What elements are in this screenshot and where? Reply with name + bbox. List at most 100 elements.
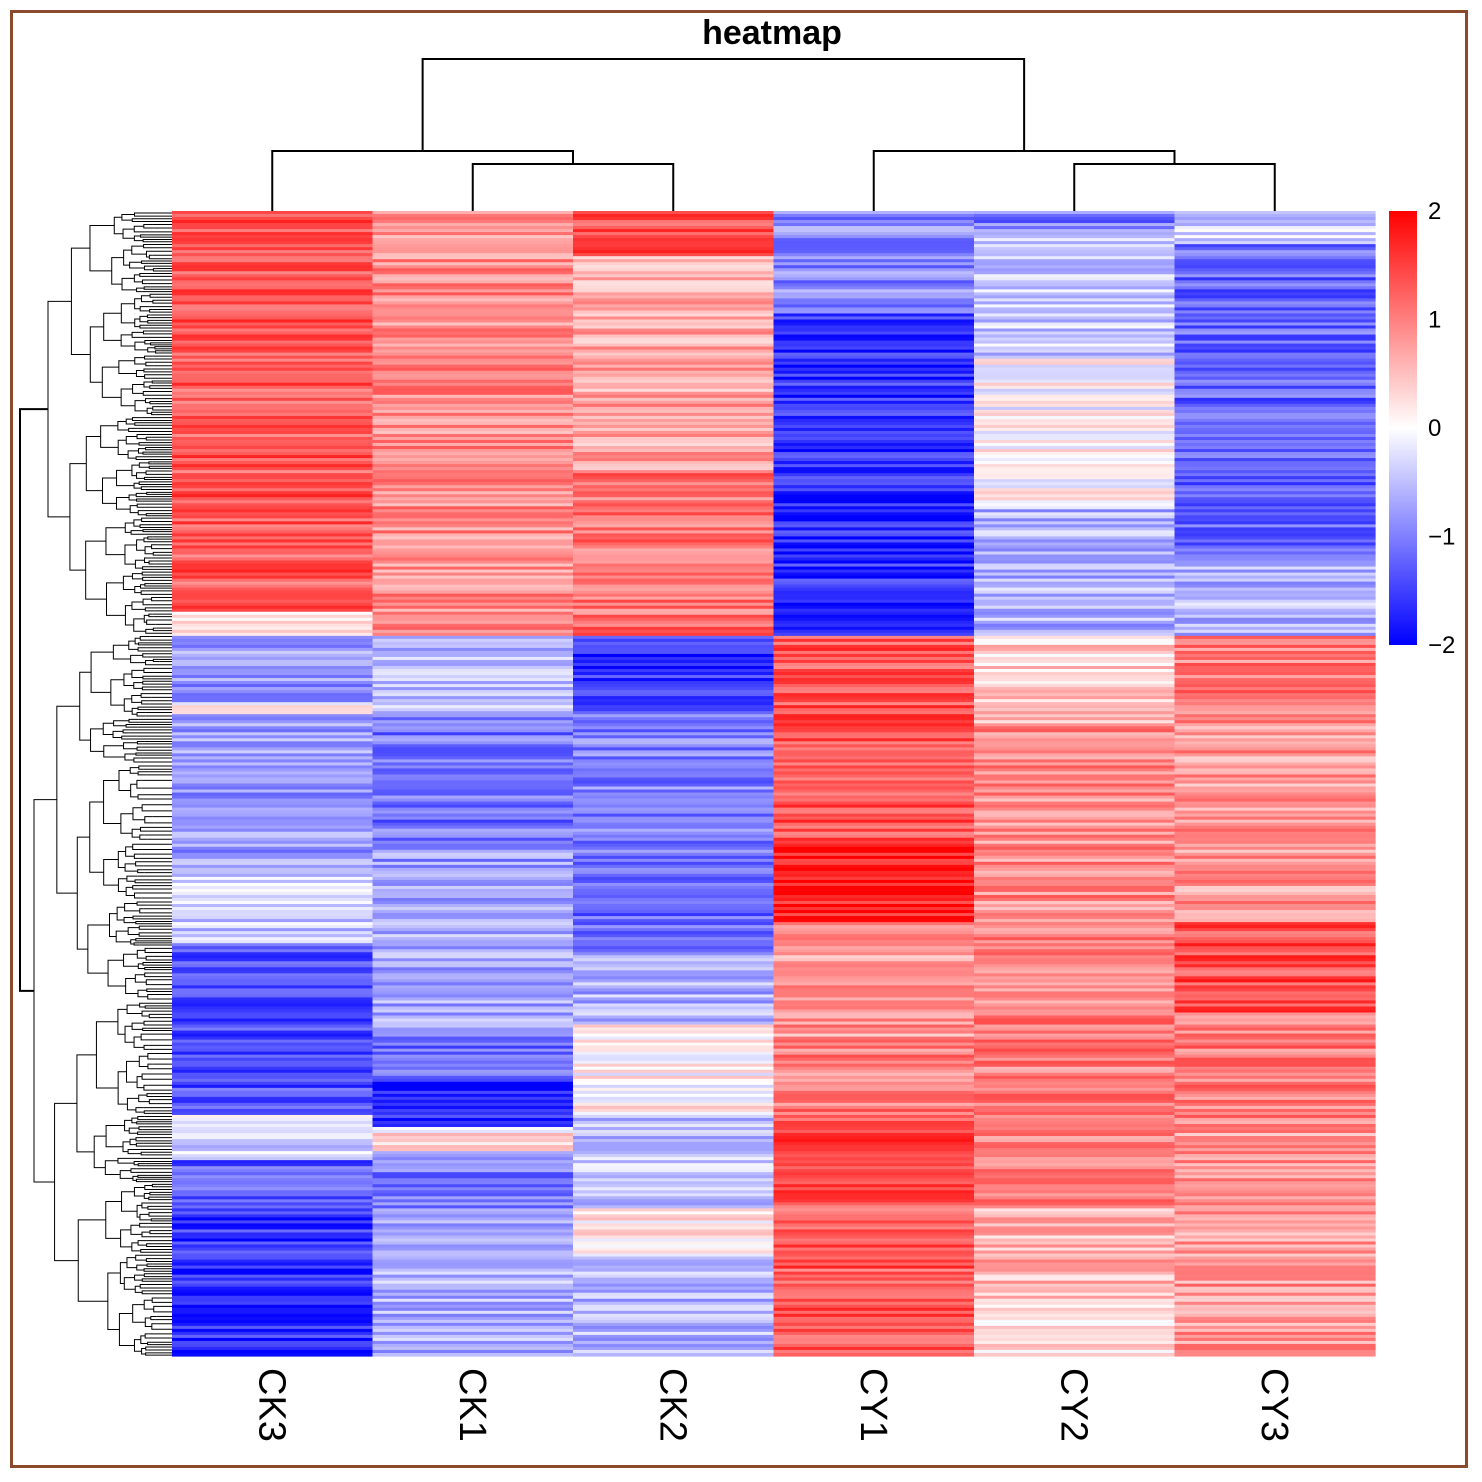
heatmap-cell (974, 1157, 1176, 1161)
heatmap-cell (573, 946, 775, 950)
heatmap-cell (974, 1087, 1176, 1092)
heatmap-cell (172, 367, 374, 372)
heatmap-cell (372, 524, 574, 528)
heatmap-cell (573, 479, 775, 483)
heatmap-cell (773, 343, 975, 348)
heatmap-cell (372, 623, 574, 628)
heatmap-cell (1174, 376, 1376, 381)
row-dendrogram-branch (141, 1347, 146, 1355)
row-dendrogram-branch (118, 1312, 135, 1346)
heatmap-cell (974, 256, 1176, 260)
heatmap-cell (974, 1111, 1176, 1116)
heatmap-cell (573, 1154, 775, 1158)
heatmap-cell (1174, 843, 1376, 848)
heatmap-cell (773, 816, 975, 821)
heatmap-cell (172, 723, 374, 727)
heatmap-cell (573, 1310, 775, 1315)
heatmap-cell (172, 319, 374, 324)
heatmap-cell (372, 361, 574, 366)
heatmap-cell (974, 485, 1176, 489)
heatmap-cell (573, 1286, 775, 1291)
heatmap-cell (773, 1337, 975, 1342)
heatmap-cell (974, 557, 1176, 562)
heatmap-cell (773, 653, 975, 658)
heatmap-cell (974, 840, 1176, 845)
heatmap-cell (172, 421, 374, 426)
heatmap-cell (974, 894, 1176, 899)
column-dendrogram (271, 58, 1276, 211)
heatmap-cell (172, 922, 374, 926)
heatmap-cell (172, 1133, 374, 1137)
heatmap-cell (1174, 1337, 1376, 1342)
row-dendrogram-branch (102, 477, 117, 504)
heatmap-cell (773, 1340, 975, 1345)
heatmap-cell (372, 910, 574, 914)
heatmap-cell (172, 1199, 374, 1203)
heatmap-cell (974, 421, 1176, 426)
heatmap-cell (773, 672, 975, 676)
heatmap-cell (573, 765, 775, 770)
heatmap-cell (372, 581, 574, 586)
row-dendrogram-branch (133, 757, 141, 763)
heatmap-cell (1174, 641, 1376, 646)
heatmap-cell (974, 801, 1176, 806)
heatmap-cell (172, 994, 374, 999)
heatmap-cell (974, 1190, 1176, 1194)
heatmap-cell (372, 1250, 574, 1255)
heatmap-cell (573, 1343, 775, 1348)
row-dendrogram-branch (132, 807, 145, 821)
heatmap-cell (573, 569, 775, 574)
heatmap-cell (974, 1181, 1176, 1185)
heatmap-cell (172, 1202, 374, 1206)
heatmap-cell (974, 473, 1176, 477)
heatmap-cell (773, 385, 975, 390)
row-dendrogram-branch (145, 513, 153, 517)
heatmap-cell (172, 729, 374, 733)
heatmap-cell (172, 403, 374, 408)
heatmap-cell (1174, 1142, 1376, 1146)
heatmap-cell (1174, 952, 1376, 956)
heatmap-cell (773, 801, 975, 806)
heatmap-cell (172, 298, 374, 302)
heatmap-cell (573, 1295, 775, 1300)
heatmap-cell (372, 403, 574, 408)
heatmap-cell (172, 852, 374, 857)
heatmap-cell (773, 1313, 975, 1318)
heatmap-cell (1174, 1102, 1376, 1107)
heatmap-cell (172, 1045, 374, 1050)
heatmap-cell (1174, 1295, 1376, 1300)
heatmap-cell (573, 1111, 775, 1116)
heatmap-cell (773, 952, 975, 956)
heatmap-cell (172, 1166, 374, 1170)
heatmap-cell (372, 569, 574, 574)
heatmap-cell (573, 1136, 775, 1140)
heatmap-cell (773, 247, 975, 251)
row-dendrogram-branch (140, 1151, 147, 1156)
heatmap-cell (773, 687, 975, 691)
heatmap-cell (773, 262, 975, 266)
heatmap-cell (974, 867, 1176, 872)
heatmap-cell (1174, 910, 1376, 914)
row-dendrogram-branch (136, 287, 145, 293)
heatmap-cell (1174, 1184, 1376, 1188)
heatmap-cell (773, 1241, 975, 1246)
heatmap-cell (372, 430, 574, 435)
heatmap-cell (773, 1256, 975, 1261)
heatmap-cell (974, 665, 1176, 670)
heatmap-cell (974, 349, 1176, 354)
heatmap-cell (372, 235, 574, 239)
heatmap-cell (974, 482, 1176, 486)
row-dendrogram-branch (147, 1063, 153, 1070)
heatmap-cell (573, 659, 775, 664)
heatmap-cell (773, 976, 975, 980)
heatmap-cell (1174, 708, 1376, 712)
heatmap-cell (573, 295, 775, 299)
row-dendrogram-branch (151, 1183, 159, 1188)
heatmap-cell (372, 1268, 574, 1273)
heatmap-cell (974, 910, 1176, 914)
heatmap-cell (172, 1015, 374, 1020)
heatmap-cell (773, 717, 975, 721)
heatmap-cell (974, 804, 1176, 809)
heatmap-cell (573, 891, 775, 896)
heatmap-cell (573, 1120, 775, 1125)
